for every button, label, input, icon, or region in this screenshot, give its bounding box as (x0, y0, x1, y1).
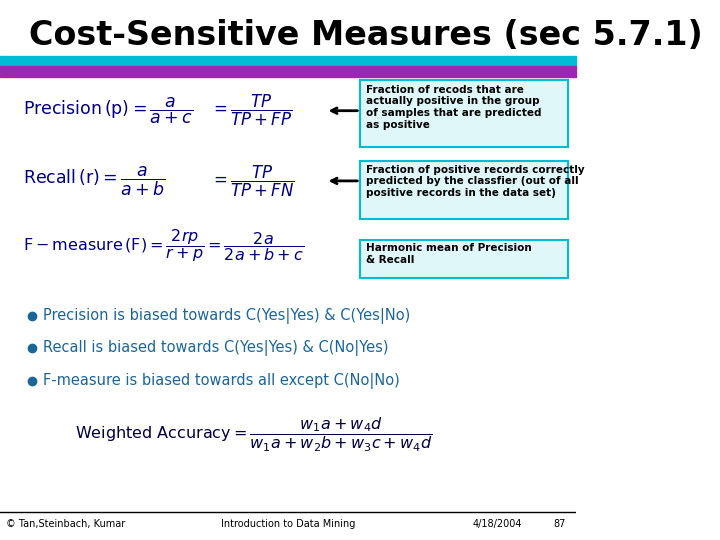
Bar (0, 56, 576, 66)
Text: 4/18/2004: 4/18/2004 (472, 519, 522, 529)
Bar (0, 66, 576, 77)
Text: Fraction of positive records correctly
predicted by the classfier (out of all
po: Fraction of positive records correctly p… (366, 165, 585, 198)
Text: Precision is biased towards C(Yes|Yes) & C(Yes|No): Precision is biased towards C(Yes|Yes) &… (43, 308, 410, 324)
Text: © Tan,Steinbach, Kumar: © Tan,Steinbach, Kumar (6, 519, 125, 529)
Text: F-measure is biased towards all except C(No|No): F-measure is biased towards all except C… (43, 373, 400, 389)
Text: $=\dfrac{TP}{TP+FP}$: $=\dfrac{TP}{TP+FP}$ (210, 93, 293, 129)
Text: $\mathrm{Weighted\ Accuracy} = \dfrac{w_1 a + w_4 d}{w_1 a + w_2 b + w_3 c + w_4: $\mathrm{Weighted\ Accuracy} = \dfrac{w_… (75, 415, 432, 454)
Text: $\mathrm{Recall\,(r)} = \dfrac{a}{a+b}$: $\mathrm{Recall\,(r)} = \dfrac{a}{a+b}$ (23, 164, 166, 198)
Text: 87: 87 (553, 519, 566, 529)
FancyBboxPatch shape (360, 161, 568, 219)
Text: $\mathrm{Precision\,(p)} = \dfrac{a}{a+c}$: $\mathrm{Precision\,(p)} = \dfrac{a}{a+c… (23, 96, 194, 126)
Text: Fraction of recods that are
actually positive in the group
of samples that are p: Fraction of recods that are actually pos… (366, 85, 541, 130)
FancyBboxPatch shape (360, 80, 568, 147)
Text: Recall is biased towards C(Yes|Yes) & C(No|Yes): Recall is biased towards C(Yes|Yes) & C(… (43, 340, 389, 356)
Text: Harmonic mean of Precision
& Recall: Harmonic mean of Precision & Recall (366, 243, 532, 265)
Text: Cost-Sensitive Measures (sec 5.7.1): Cost-Sensitive Measures (sec 5.7.1) (29, 19, 703, 52)
Text: $=\dfrac{TP}{TP+FN}$: $=\dfrac{TP}{TP+FN}$ (210, 163, 295, 199)
Text: $\mathrm{F - measure\,(F)} = \dfrac{2rp}{r+p} = \dfrac{2a}{2a+b+c}$: $\mathrm{F - measure\,(F)} = \dfrac{2rp}… (23, 227, 304, 264)
FancyBboxPatch shape (360, 240, 568, 278)
Text: Introduction to Data Mining: Introduction to Data Mining (221, 519, 356, 529)
